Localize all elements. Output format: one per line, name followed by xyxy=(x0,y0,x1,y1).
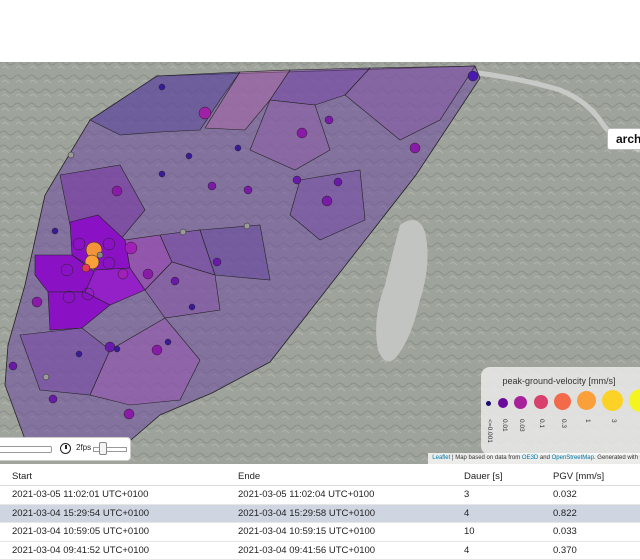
legend-label: 0.3 xyxy=(560,419,567,429)
cell-ende: 2021-03-04 10:59:15 UTC+0100 xyxy=(226,522,452,542)
attribution-and: and xyxy=(538,455,552,461)
table-row[interactable]: 2021-03-04 10:59:05 UTC+0100 2021-03-04 … xyxy=(0,522,640,542)
cell-start: 2021-03-05 11:02:01 UTC+0100 xyxy=(0,485,226,505)
cell-pgv: 0.370 xyxy=(541,541,640,560)
voronoi-cell xyxy=(249,99,331,171)
leaflet-link[interactable]: Leaflet xyxy=(432,455,451,461)
archive-button[interactable]: archi xyxy=(607,128,640,150)
map-attribution: Leaflet | Map based on data from OE3D an… xyxy=(428,453,640,464)
cell-ende: 2021-03-04 15:29:58 UTC+0100 xyxy=(226,504,452,523)
table-row-selected[interactable]: 2021-03-04 15:29:54 UTC+0100 2021-03-04 … xyxy=(0,504,640,523)
legend-swatch xyxy=(602,390,623,411)
legend-label: 0.1 xyxy=(538,419,545,429)
voronoi-cell xyxy=(269,67,371,106)
cell-start: 2021-03-04 15:29:54 UTC+0100 xyxy=(0,504,226,523)
clock-icon[interactable] xyxy=(60,443,71,454)
legend-title: peak-ground-velocity [mm/s] xyxy=(502,376,616,386)
animation-player: 2fps xyxy=(0,437,131,461)
map-canvas[interactable] xyxy=(0,62,640,464)
legend-swatch xyxy=(629,389,640,412)
legend-label: 0.03 xyxy=(518,419,525,432)
table-header-row: Start Ende Dauer [s] PGV [mm/s] xyxy=(0,467,640,486)
column-header-start[interactable]: Start xyxy=(0,467,226,486)
fps-slider-handle[interactable] xyxy=(99,442,107,455)
voronoi-cell xyxy=(204,69,291,131)
column-header-pgv[interactable]: PGV [mm/s] xyxy=(541,467,640,486)
cell-ende: 2021-03-05 11:02:04 UTC+0100 xyxy=(226,485,452,505)
voronoi-cell xyxy=(47,291,111,331)
legend-swatch xyxy=(577,391,596,410)
legend-label: 0.01 xyxy=(501,419,508,432)
pgv-legend: peak-ground-velocity [mm/s] <=0.001 0.01… xyxy=(481,367,640,455)
voronoi-cell xyxy=(89,317,201,406)
table-row[interactable]: 2021-03-05 11:02:01 UTC+0100 2021-03-05 … xyxy=(0,485,640,505)
map-view[interactable]: archi xyxy=(0,62,640,464)
legend-label: 1 xyxy=(584,419,591,423)
time-slider[interactable] xyxy=(0,446,52,453)
cell-dauer: 10 xyxy=(452,522,541,542)
fps-label: 2fps xyxy=(76,443,92,452)
voronoi-cell xyxy=(199,224,271,281)
cell-dauer: 4 xyxy=(452,541,541,560)
cell-start: 2021-03-04 10:59:05 UTC+0100 xyxy=(0,522,226,542)
cell-dauer: 4 xyxy=(452,504,541,523)
attribution-text: | Map based on data from xyxy=(450,455,522,461)
lake xyxy=(376,219,428,362)
legend-label: 3 xyxy=(610,419,617,423)
cell-start: 2021-03-04 09:41:52 UTC+0100 xyxy=(0,541,226,560)
legend-swatch xyxy=(498,398,508,408)
cell-pgv: 0.822 xyxy=(541,504,640,523)
legend-label: <=0.001 xyxy=(486,419,493,443)
fps-slider[interactable] xyxy=(93,447,127,452)
legend-swatch xyxy=(534,395,548,409)
cell-pgv: 0.033 xyxy=(541,522,640,542)
legend-swatch xyxy=(486,401,491,406)
oe3d-link[interactable]: OE3D xyxy=(521,455,539,461)
legend-swatch xyxy=(554,393,571,410)
station-markers xyxy=(8,70,479,447)
legend-swatch xyxy=(514,396,527,409)
voronoi-cell xyxy=(344,65,476,141)
table-row[interactable]: 2021-03-04 09:41:52 UTC+0100 2021-03-04 … xyxy=(0,541,640,560)
osm-link[interactable]: OpenStreetMap xyxy=(551,455,594,461)
cell-pgv: 0.032 xyxy=(541,485,640,505)
attribution-generated: . Generated with xyxy=(593,455,638,461)
voronoi-cell xyxy=(89,71,241,136)
cell-dauer: 3 xyxy=(452,485,541,505)
column-header-ende[interactable]: Ende xyxy=(226,467,452,486)
column-header-dauer[interactable]: Dauer [s] xyxy=(452,467,541,486)
voronoi-cell xyxy=(144,261,221,319)
events-table: Start Ende Dauer [s] PGV [mm/s] 2021-03-… xyxy=(0,467,640,560)
top-bar xyxy=(0,0,640,62)
cell-ende: 2021-03-04 09:41:56 UTC+0100 xyxy=(226,541,452,560)
